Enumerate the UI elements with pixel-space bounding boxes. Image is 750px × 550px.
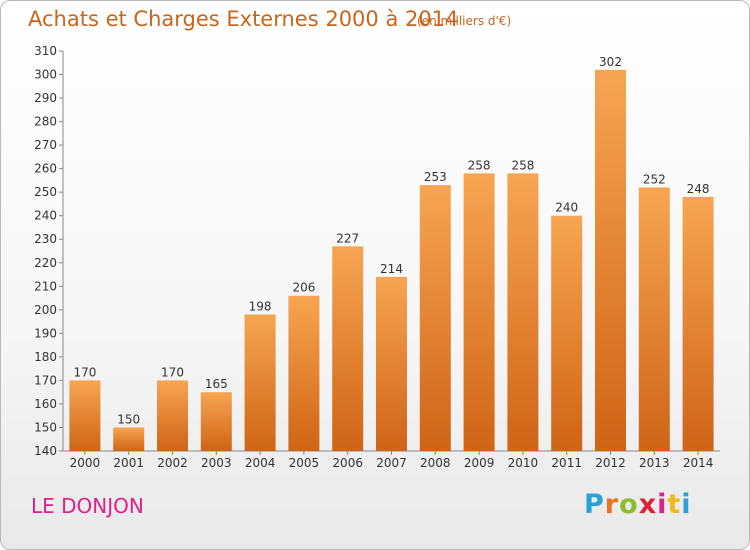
x-tick-label: 2014 — [683, 456, 714, 470]
logo-letter: P — [584, 489, 605, 520]
bar-value-label: 253 — [424, 170, 447, 184]
bar — [113, 427, 145, 451]
bar-value-label: 258 — [511, 158, 534, 172]
bar — [200, 392, 232, 451]
y-tick-label: 270 — [34, 138, 57, 152]
bar — [332, 246, 364, 451]
bar-value-label: 258 — [468, 158, 491, 172]
bar-value-label: 165 — [205, 377, 228, 391]
proxiti-logo: Proxiti — [584, 489, 692, 520]
bar — [376, 276, 407, 451]
bar — [244, 314, 276, 451]
y-tick-label: 190 — [34, 326, 57, 340]
y-tick-label: 230 — [34, 232, 57, 246]
bar — [69, 380, 101, 451]
logo-letter: r — [604, 489, 620, 520]
bar-value-label: 198 — [249, 300, 272, 314]
chart-title: Achats et Charges Externes 2000 à 2014 — [28, 7, 459, 31]
x-tick-label: 2009 — [464, 456, 495, 470]
y-tick-label: 310 — [34, 44, 57, 58]
bar-value-label: 150 — [117, 412, 140, 426]
bar-value-label: 214 — [380, 262, 403, 276]
bar-value-label: 206 — [292, 281, 315, 295]
bar — [463, 173, 495, 451]
bar-value-label: 170 — [73, 365, 96, 379]
x-tick-label: 2001 — [113, 456, 144, 470]
y-tick-label: 160 — [34, 397, 57, 411]
x-tick-label: 2000 — [70, 456, 101, 470]
x-tick-label: 2012 — [595, 456, 626, 470]
x-tick-label: 2013 — [639, 456, 670, 470]
y-tick-label: 140 — [34, 444, 57, 458]
x-tick-label: 2003 — [201, 456, 232, 470]
y-tick-label: 150 — [34, 420, 57, 434]
bar-value-label: 252 — [643, 172, 666, 186]
bar — [682, 196, 714, 451]
logo-letter: o — [619, 489, 639, 520]
y-tick-label: 200 — [34, 303, 57, 317]
y-tick-label: 300 — [34, 68, 57, 82]
x-tick-label: 2005 — [289, 456, 320, 470]
logo-letter: i — [657, 489, 668, 520]
bar — [288, 295, 320, 451]
y-tick-label: 210 — [34, 279, 57, 293]
x-tick-label: 2008 — [420, 456, 451, 470]
bar — [419, 185, 451, 451]
bar-value-label: 248 — [687, 182, 710, 196]
bar-value-label: 227 — [336, 231, 359, 245]
bar — [157, 380, 188, 451]
bar — [507, 173, 539, 451]
bar — [551, 215, 583, 451]
x-tick-label: 2002 — [157, 456, 188, 470]
bar-value-label: 240 — [555, 201, 578, 215]
y-tick-label: 220 — [34, 256, 57, 270]
bar — [638, 187, 670, 451]
y-tick-label: 240 — [34, 209, 57, 223]
x-tick-label: 2007 — [376, 456, 407, 470]
chart-subtitle: (en milliers d'€) — [417, 14, 512, 28]
logo-letter: i — [681, 489, 692, 520]
bar — [595, 69, 626, 451]
x-tick-label: 2004 — [245, 456, 276, 470]
y-tick-label: 290 — [34, 91, 57, 105]
x-tick-label: 2011 — [551, 456, 582, 470]
logo-letter: t — [667, 489, 682, 520]
y-tick-label: 180 — [34, 350, 57, 364]
commune-name: LE DONJON — [31, 494, 144, 518]
y-tick-label: 260 — [34, 162, 57, 176]
y-tick-label: 170 — [34, 373, 57, 387]
x-tick-label: 2006 — [332, 456, 363, 470]
y-tick-label: 280 — [34, 115, 57, 129]
logo-letter: x — [638, 489, 658, 520]
y-tick-label: 250 — [34, 185, 57, 199]
bar-value-label: 302 — [599, 55, 622, 69]
bar-value-label: 170 — [161, 365, 184, 379]
x-tick-label: 2010 — [508, 456, 539, 470]
